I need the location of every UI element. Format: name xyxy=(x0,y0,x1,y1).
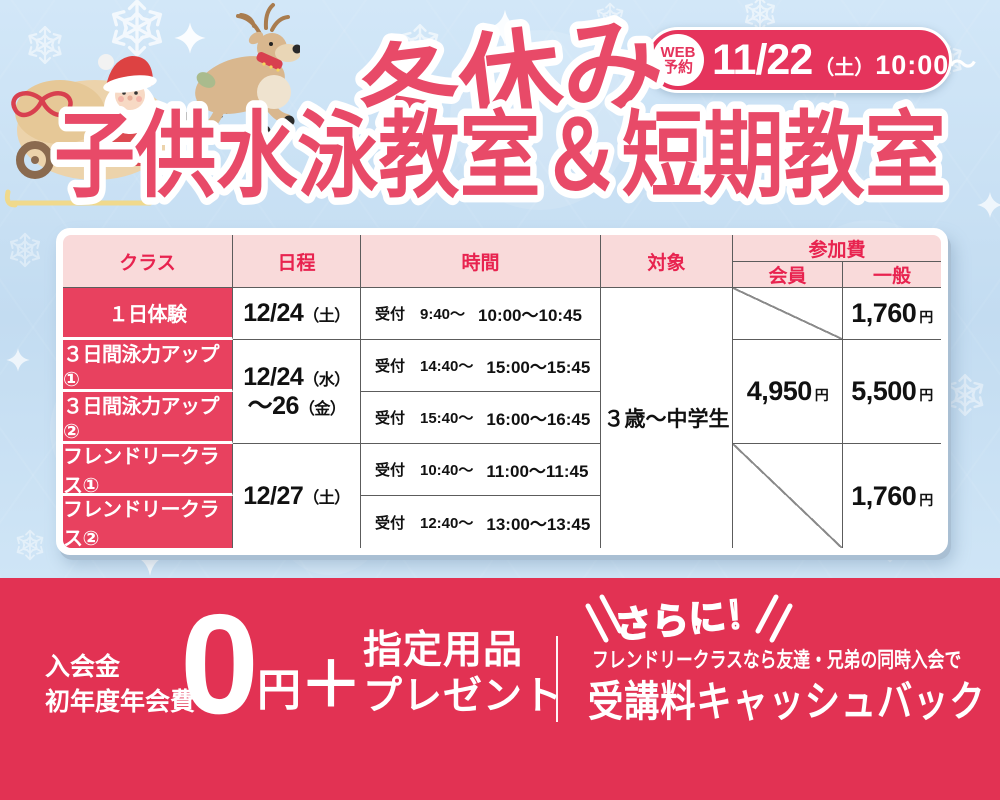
time-trial: 受付 9:40〜 10:00〜10:45 xyxy=(361,288,601,340)
web-reservation-badge[interactable]: WEB 予約 11/22 （土） 10:00〜 xyxy=(645,27,976,93)
promo-divider xyxy=(556,636,558,722)
date-up-num: 12/24 xyxy=(243,362,304,391)
target-age: ３歳〜中学生 xyxy=(601,288,733,548)
header-class: クラス xyxy=(63,235,233,288)
date-up-num2: 〜26 xyxy=(247,391,300,420)
date-up: 12/24（水） 〜26（金） xyxy=(233,340,361,444)
date-friendly-day: （土） xyxy=(303,490,350,507)
time-up1-slot: 15:00〜15:45 xyxy=(486,358,591,377)
date-trial: 12/24 （土） xyxy=(233,288,361,340)
time-trial-reception: 受付 9:40〜 xyxy=(375,306,466,323)
fee-trial-general-amount: 1,760 xyxy=(851,298,917,328)
time-friendly2: 受付 12:40〜 13:00〜13:45 xyxy=(361,496,601,548)
hero-section: WEB 予約 11/22 （土） 10:00〜 冬休み 子供水泳教室＆短期教室 … xyxy=(0,0,1000,578)
web-label-circle: WEB 予約 xyxy=(652,34,704,86)
fee-trial-member-na xyxy=(733,288,843,340)
badge-web-line2: 予約 xyxy=(662,59,693,76)
date-trial-num: 12/24 xyxy=(243,299,304,327)
fee-friendly-general: 1,760 円 xyxy=(843,444,941,548)
cashback-title: 受講料キャッシュバック xyxy=(588,678,986,725)
fee-friendly-general-amount: 1,760 xyxy=(851,480,917,511)
time-up1: 受付 14:40〜 15:00〜15:45 xyxy=(361,340,601,392)
badge-date: 11/22 xyxy=(712,35,813,84)
date-up-day2: （金） xyxy=(298,400,346,418)
header-fee-member: 会員 xyxy=(733,262,843,288)
time-friendly1: 受付 10:40〜 11:00〜11:45 xyxy=(361,444,601,496)
time-trial-slot: 10:00〜10:45 xyxy=(478,306,582,325)
class-name-up2: ３日間泳力アップ② xyxy=(63,392,233,444)
enrollment-fee-line1: 入会金 xyxy=(45,653,121,681)
more-label: さらに！ xyxy=(613,593,764,647)
class-name-friendly1: フレンドリークラス① xyxy=(63,444,233,497)
enrollment-fee-line2: 初年度年会費 xyxy=(45,688,196,716)
fee-up-member: 4,950 円 xyxy=(733,340,843,444)
fee-trial-general-unit: 円 xyxy=(919,309,933,325)
zero-yen: 0 円 xyxy=(180,585,301,744)
time-up1-reception: 受付 14:40〜 xyxy=(375,358,474,375)
cashback-condition: フレンドリークラスなら友達・兄弟の同時入会で xyxy=(592,649,962,672)
title-line-2-svg: 子供水泳教室＆短期教室 xyxy=(47,96,954,216)
fee-trial-general: 1,760 円 xyxy=(843,288,941,340)
fee-up-general: 5,500 円 xyxy=(843,340,941,444)
promo-section: 入会金 初年度年会費 0 円 ＋ 指定用品 プレゼント さらに！ フレンドリーク… xyxy=(0,578,1000,800)
time-up2-reception: 受付 15:40〜 xyxy=(375,410,474,427)
title-line-1-svg: 冬休み xyxy=(344,0,677,162)
gift-label: 指定用品 プレゼント xyxy=(363,628,563,720)
fee-up-general-unit: 円 xyxy=(919,387,933,403)
time-friendly1-slot: 11:00〜11:45 xyxy=(486,462,589,481)
zero-digit: 0 xyxy=(180,585,259,744)
date-up-day: （水） xyxy=(303,371,350,389)
time-friendly1-reception: 受付 10:40〜 xyxy=(375,462,474,479)
class-name-up1: ３日間泳力アップ① xyxy=(63,340,233,392)
header-time: 時間 xyxy=(361,235,601,288)
class-name-friendly2: フレンドリークラス② xyxy=(63,496,233,548)
schedule-table-card: クラス 日程 時間 対象 参加費 会員 一般 １日体験 ３日間泳力アップ① ３日… xyxy=(56,228,948,555)
fee-friendly-general-unit: 円 xyxy=(919,491,933,508)
schedule-table: クラス 日程 時間 対象 参加費 会員 一般 １日体験 ３日間泳力アップ① ３日… xyxy=(63,235,941,548)
more-badge: さらに！ xyxy=(585,592,793,647)
date-friendly: 12/27 （土） xyxy=(233,444,361,548)
date-friendly-num: 12/27 xyxy=(243,481,304,510)
badge-time: 10:00〜 xyxy=(875,49,978,80)
fee-friendly-member-na xyxy=(733,444,843,548)
fee-up-member-amount: 4,950 xyxy=(746,376,813,406)
enrollment-fee-label: 入会金 初年度年会費 xyxy=(45,650,195,720)
header-date: 日程 xyxy=(233,235,361,288)
time-friendly2-reception: 受付 12:40〜 xyxy=(375,514,474,532)
header-fee-general: 一般 xyxy=(843,262,941,288)
fee-up-general-amount: 5,500 xyxy=(851,376,917,406)
badge-day: （土） xyxy=(814,56,875,79)
header-fee: 参加費 xyxy=(733,235,941,262)
badge-web-line1: WEB xyxy=(660,43,696,61)
header-target: 対象 xyxy=(601,235,733,288)
gift-line1: 指定用品 xyxy=(363,629,524,672)
page-title-line2: 子供水泳教室＆短期教室 xyxy=(54,103,946,208)
fee-up-member-unit: 円 xyxy=(814,387,829,403)
date-trial-day: （土） xyxy=(303,307,350,325)
time-friendly2-slot: 13:00〜13:45 xyxy=(486,514,591,534)
plus-sign: ＋ xyxy=(300,651,363,720)
time-up2: 受付 15:40〜 16:00〜16:45 xyxy=(361,392,601,444)
zero-yen-unit: 円 xyxy=(256,665,301,715)
gift-line2: プレゼント xyxy=(363,675,564,719)
time-up2-slot: 16:00〜16:45 xyxy=(486,410,591,429)
class-name-trial: １日体験 xyxy=(63,288,233,340)
